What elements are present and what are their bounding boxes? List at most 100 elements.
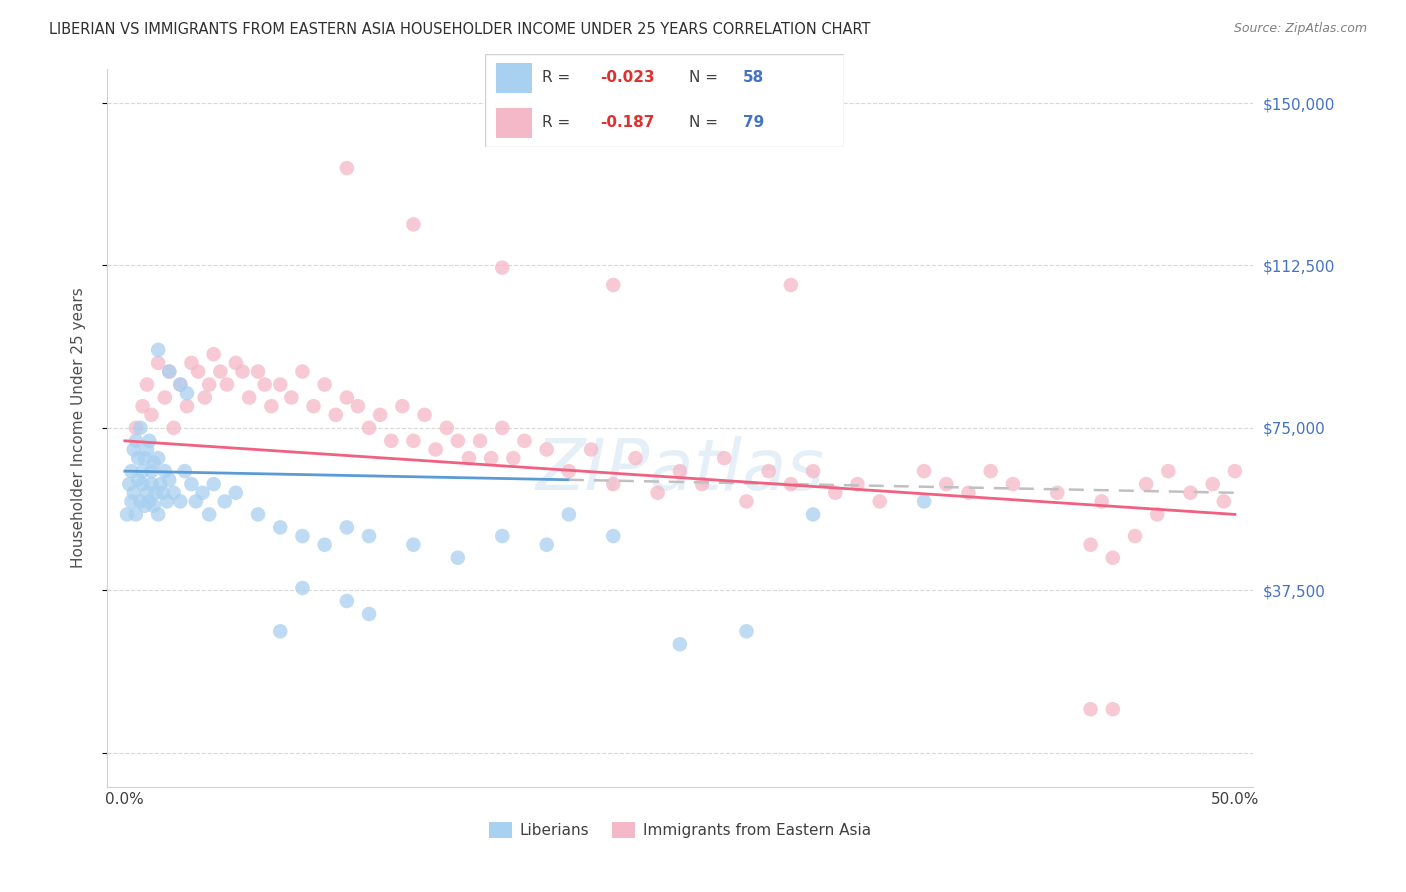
Point — [194, 391, 217, 405]
Point — [269, 520, 291, 534]
Point — [136, 485, 159, 500]
Point — [1046, 485, 1069, 500]
Point — [1123, 529, 1146, 543]
Point — [146, 451, 169, 466]
Point — [336, 391, 359, 405]
Point — [215, 377, 238, 392]
Point — [336, 161, 359, 175]
Point — [156, 494, 179, 508]
FancyBboxPatch shape — [496, 108, 531, 138]
Point — [1091, 494, 1114, 508]
Point — [198, 377, 221, 392]
Point — [468, 434, 491, 448]
Point — [368, 408, 391, 422]
Point — [121, 464, 143, 478]
Point — [669, 464, 692, 478]
Point — [163, 485, 186, 500]
Point — [202, 347, 225, 361]
Point — [180, 356, 202, 370]
Point — [127, 473, 149, 487]
Point — [624, 451, 647, 466]
Point — [142, 455, 165, 469]
Text: -0.023: -0.023 — [600, 70, 654, 86]
Point — [291, 529, 314, 543]
Point — [146, 343, 169, 357]
Point — [690, 477, 713, 491]
Text: 79: 79 — [744, 115, 765, 130]
Text: 58: 58 — [744, 70, 765, 86]
Point — [713, 451, 735, 466]
Point — [231, 365, 253, 379]
Text: Source: ZipAtlas.com: Source: ZipAtlas.com — [1233, 22, 1367, 36]
Point — [402, 218, 425, 232]
Point — [801, 508, 824, 522]
Point — [1223, 464, 1246, 478]
Point — [602, 477, 624, 491]
Point — [347, 399, 370, 413]
Point — [163, 421, 186, 435]
Point — [269, 377, 291, 392]
Point — [824, 485, 846, 500]
Point — [302, 399, 325, 413]
Point — [191, 485, 214, 500]
Point — [425, 442, 447, 457]
Legend: Liberians, Immigrants from Eastern Asia: Liberians, Immigrants from Eastern Asia — [482, 816, 877, 844]
Point — [141, 464, 163, 478]
Point — [134, 499, 156, 513]
Point — [1101, 550, 1123, 565]
Point — [779, 277, 801, 292]
Point — [1146, 508, 1168, 522]
Text: R =: R = — [543, 70, 575, 86]
Point — [149, 477, 172, 491]
Point — [153, 464, 176, 478]
Point — [513, 434, 536, 448]
Point — [491, 421, 513, 435]
Point — [735, 624, 758, 639]
Point — [1001, 477, 1024, 491]
Point — [579, 442, 602, 457]
Text: -0.187: -0.187 — [600, 115, 654, 130]
Point — [157, 473, 180, 487]
Text: N =: N = — [689, 70, 723, 86]
Point — [1135, 477, 1157, 491]
Point — [314, 377, 336, 392]
Text: LIBERIAN VS IMMIGRANTS FROM EASTERN ASIA HOUSEHOLDER INCOME UNDER 25 YEARS CORRE: LIBERIAN VS IMMIGRANTS FROM EASTERN ASIA… — [49, 22, 870, 37]
Point — [121, 494, 143, 508]
Point — [536, 538, 558, 552]
Point — [447, 434, 470, 448]
Point — [176, 399, 198, 413]
Point — [225, 485, 247, 500]
Point — [127, 451, 149, 466]
Point — [846, 477, 869, 491]
Point — [413, 408, 436, 422]
Point — [357, 421, 380, 435]
Point — [169, 377, 191, 392]
Point — [291, 581, 314, 595]
Point — [957, 485, 980, 500]
Point — [447, 550, 470, 565]
Point — [735, 494, 758, 508]
Point — [253, 377, 276, 392]
Point — [1101, 702, 1123, 716]
Point — [912, 494, 935, 508]
Point — [869, 494, 891, 508]
Point — [134, 451, 156, 466]
Point — [152, 485, 174, 500]
FancyBboxPatch shape — [485, 54, 844, 147]
Point — [146, 356, 169, 370]
Point — [136, 377, 159, 392]
Point — [1080, 702, 1102, 716]
Point — [1212, 494, 1234, 508]
Point — [758, 464, 780, 478]
Point — [536, 442, 558, 457]
FancyBboxPatch shape — [496, 63, 531, 93]
Point — [1080, 538, 1102, 552]
Point — [1202, 477, 1225, 491]
Point — [269, 624, 291, 639]
Point — [912, 464, 935, 478]
Point — [238, 391, 260, 405]
Point — [122, 485, 145, 500]
Point — [115, 508, 138, 522]
Point — [141, 408, 163, 422]
Point — [558, 508, 581, 522]
